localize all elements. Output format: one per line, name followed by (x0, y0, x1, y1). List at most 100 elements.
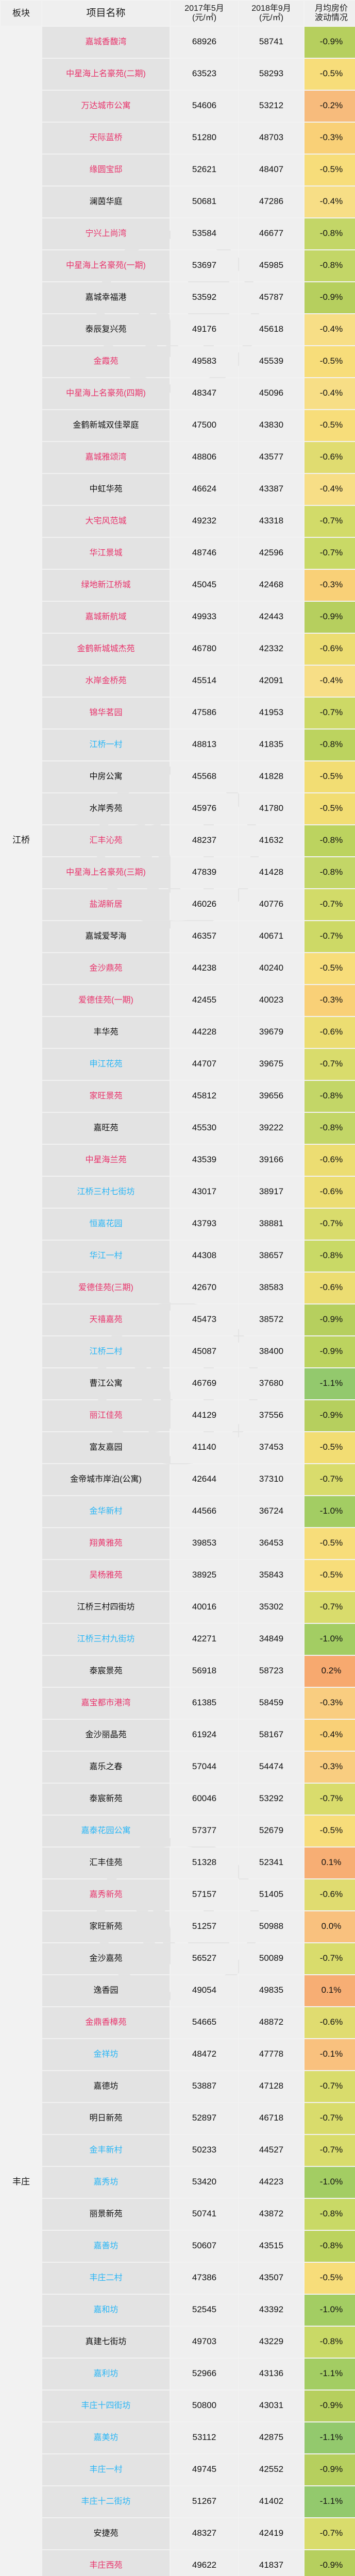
cell-block (1, 1336, 41, 1367)
cell-project-name[interactable]: 水岸金桥苑 (42, 665, 170, 697)
cell-project-name[interactable]: 金祥坊 (42, 2039, 170, 2070)
column-header-change: 月均房价 波动情况 (305, 1, 355, 26)
cell-price-2018: 50089 (239, 1943, 303, 1974)
cell-project-name[interactable]: 嘉德坊 (42, 2071, 170, 2102)
cell-project-name[interactable]: 江桥二村 (42, 1336, 170, 1367)
cell-project-name[interactable]: 华江景城 (42, 537, 170, 569)
cell-project-name[interactable]: 嘉秀新苑 (42, 1879, 170, 1910)
cell-change: -0.7% (305, 1943, 355, 1974)
cell-project-name[interactable]: 嘉宝都市港湾 (42, 1687, 170, 1719)
cell-project-name[interactable]: 恒嘉花园 (42, 1208, 170, 1240)
cell-project-name[interactable]: 中虹华苑 (42, 473, 170, 505)
cell-project-name[interactable]: 金丰新村 (42, 2134, 170, 2166)
cell-price-2018: 38572 (239, 1304, 303, 1335)
cell-project-name[interactable]: 富友嘉园 (42, 1432, 170, 1463)
cell-change: -0.5% (305, 761, 355, 792)
cell-project-name[interactable]: 安捷苑 (42, 2518, 170, 2549)
cell-project-name[interactable]: 中星海上名豪苑(三期) (42, 857, 170, 888)
cell-change: -0.5% (305, 1528, 355, 1559)
cell-project-name[interactable]: 水岸秀苑 (42, 793, 170, 824)
cell-project-name[interactable]: 金鹤新城双佳翠庭 (42, 410, 170, 441)
cell-project-name[interactable]: 汇丰佳苑 (42, 1847, 170, 1878)
cell-project-name[interactable]: 宁兴上尚湾 (42, 218, 170, 249)
cell-block (1, 122, 41, 154)
cell-project-name[interactable]: 金沙嘉苑 (42, 1943, 170, 1974)
cell-project-name[interactable]: 金鼎香樟苑 (42, 2007, 170, 2038)
cell-project-name[interactable]: 真建七街坊 (42, 2326, 170, 2358)
table-row: 水岸金桥苑 45514 42091 -0.4% (1, 665, 355, 697)
cell-project-name[interactable]: 锦华茗园 (42, 697, 170, 728)
cell-project-name[interactable]: 中星海兰苑 (42, 1144, 170, 1176)
cell-project-name[interactable]: 江桥三村七街坊 (42, 1176, 170, 1208)
cell-project-name[interactable]: 金霞苑 (42, 346, 170, 377)
cell-project-name[interactable]: 嘉善坊 (42, 2230, 170, 2262)
cell-project-name[interactable]: 天禧嘉苑 (42, 1304, 170, 1335)
cell-project-name[interactable]: 吴杨雅苑 (42, 1560, 170, 1591)
cell-project-name[interactable]: 泰辰复兴苑 (42, 314, 170, 345)
cell-project-name[interactable]: 嘉乐之春 (42, 1751, 170, 1783)
cell-block (1, 1016, 41, 1048)
cell-price-2018: 58741 (239, 26, 303, 58)
cell-project-name[interactable]: 华江一村 (42, 1240, 170, 1272)
cell-project-name[interactable]: 江桥三村四街坊 (42, 1591, 170, 1623)
cell-block (1, 1144, 41, 1176)
cell-price-2017: 46769 (171, 1368, 238, 1399)
cell-project-name[interactable]: 丰庄西苑 (42, 2550, 170, 2576)
cell-project-name[interactable]: 嘉美坊 (42, 2422, 170, 2453)
cell-project-name[interactable]: 爱德佳苑(三期) (42, 1272, 170, 1303)
cell-project-name[interactable]: 江桥一村 (42, 729, 170, 760)
cell-project-name[interactable]: 家旺新苑 (42, 1911, 170, 1942)
cell-price-2017: 61385 (171, 1687, 238, 1719)
cell-project-name[interactable]: 嘉和坊 (42, 2294, 170, 2326)
cell-project-name[interactable]: 大宅风范城 (42, 505, 170, 537)
cell-project-name[interactable]: 爱德佳苑(一期) (42, 985, 170, 1016)
cell-project-name[interactable]: 金沙鼎苑 (42, 953, 170, 984)
cell-project-name[interactable]: 嘉城新航域 (42, 601, 170, 633)
cell-project-name[interactable]: 泰宸新苑 (42, 1783, 170, 1815)
table-row: 丰华苑 44228 39679 -0.6% (1, 1016, 355, 1048)
cell-project-name[interactable]: 金帝城市岸泊(公寓) (42, 1464, 170, 1495)
cell-project-name[interactable]: 盐湖新居 (42, 889, 170, 920)
cell-project-name[interactable]: 中星海上名豪苑(二期) (42, 58, 170, 90)
cell-project-name[interactable]: 申江花苑 (42, 1048, 170, 1080)
cell-project-name[interactable]: 嘉利坊 (42, 2358, 170, 2389)
cell-project-name[interactable]: 明日新苑 (42, 2103, 170, 2134)
cell-project-name[interactable]: 金华新村 (42, 1496, 170, 1527)
cell-project-name[interactable]: 嘉城爱琴海 (42, 921, 170, 952)
cell-project-name[interactable]: 金沙丽晶苑 (42, 1719, 170, 1751)
cell-project-name[interactable]: 缘圆宝邸 (42, 154, 170, 185)
cell-project-name[interactable]: 金鹤新城城杰苑 (42, 633, 170, 665)
cell-project-name[interactable]: 丰华苑 (42, 1016, 170, 1048)
cell-project-name[interactable]: 嘉城雅颂湾 (42, 442, 170, 473)
cell-project-name[interactable]: 泰宸景苑 (42, 1655, 170, 1687)
cell-project-name[interactable]: 丰庄一村 (42, 2454, 170, 2485)
cell-project-name[interactable]: 万达城市公寓 (42, 90, 170, 122)
cell-project-name[interactable]: 丰庄二村 (42, 2262, 170, 2294)
cell-project-name[interactable]: 丰庄十二街坊 (42, 2486, 170, 2517)
cell-project-name[interactable]: 澜茵华庭 (42, 186, 170, 217)
cell-project-name[interactable]: 家旺景苑 (42, 1080, 170, 1112)
cell-price-2017: 40016 (171, 1591, 238, 1623)
cell-project-name[interactable]: 翔黄雅苑 (42, 1528, 170, 1559)
cell-project-name[interactable]: 江桥三村九街坊 (42, 1623, 170, 1655)
cell-project-name[interactable]: 中星海上名豪苑(四期) (42, 378, 170, 409)
cell-block (1, 1208, 41, 1240)
cell-project-name[interactable]: 汇丰沁苑 (42, 825, 170, 856)
cell-project-name[interactable]: 嘉秀坊 (42, 2166, 170, 2198)
cell-project-name[interactable]: 丽江佳苑 (42, 1400, 170, 1431)
cell-price-2017: 47386 (171, 2262, 238, 2294)
cell-project-name[interactable]: 绿地新江桥城 (42, 569, 170, 601)
cell-project-name[interactable]: 丰庄十四街坊 (42, 2390, 170, 2421)
cell-project-name[interactable]: 嘉城幸福港 (42, 282, 170, 313)
table-row: 金霞苑 49583 45539 -0.5% (1, 346, 355, 377)
cell-project-name[interactable]: 曹江公寓 (42, 1368, 170, 1399)
cell-project-name[interactable]: 嘉城香馥湾 (42, 26, 170, 58)
cell-project-name[interactable]: 丽景新苑 (42, 2198, 170, 2230)
cell-project-name[interactable]: 嘉泰花园公寓 (42, 1815, 170, 1846)
cell-project-name[interactable]: 中星海上名豪苑(一期) (42, 250, 170, 281)
cell-project-name[interactable]: 中房公寓 (42, 761, 170, 792)
cell-project-name[interactable]: 逸香园 (42, 1975, 170, 2006)
cell-project-name[interactable]: 嘉旺苑 (42, 1112, 170, 1144)
cell-block (1, 697, 41, 728)
cell-project-name[interactable]: 天际蓝桥 (42, 122, 170, 154)
